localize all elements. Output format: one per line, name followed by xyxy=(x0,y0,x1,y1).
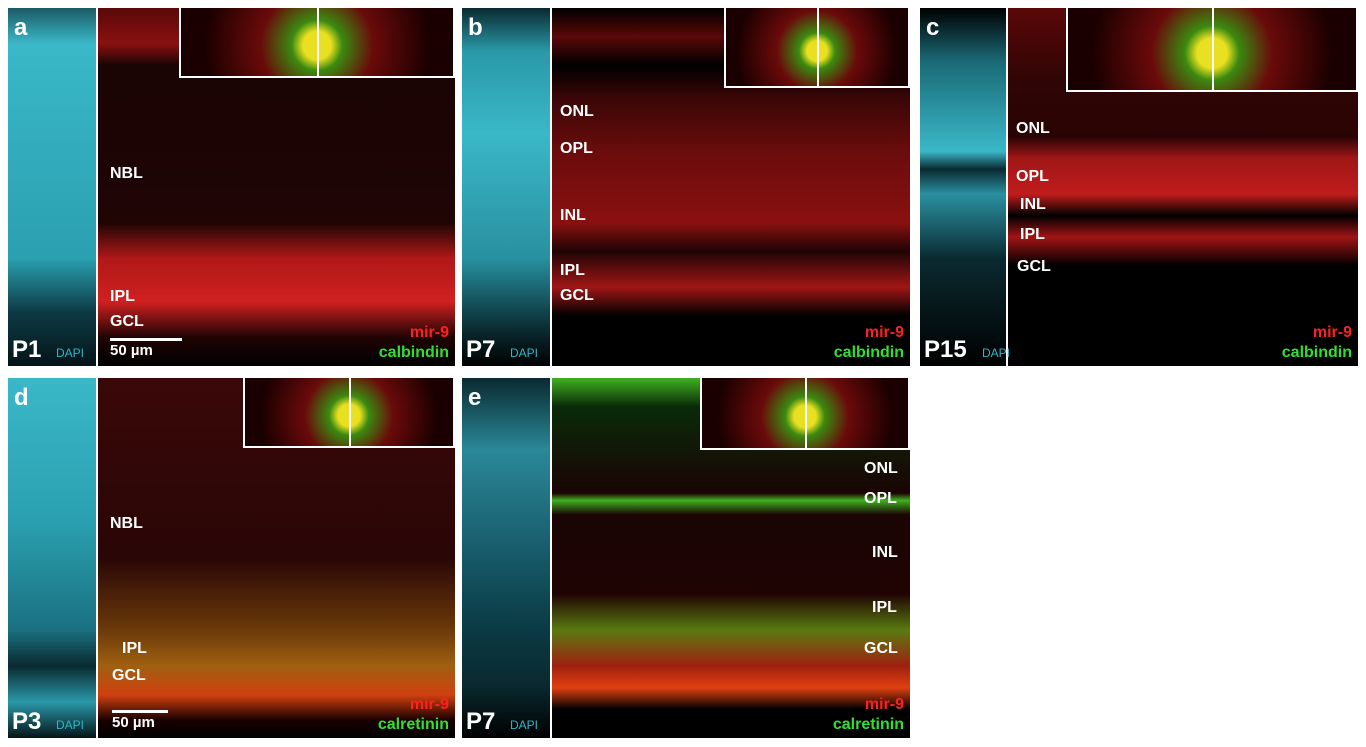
layer-label: GCL xyxy=(864,640,898,657)
inset-image xyxy=(724,8,910,88)
merged-image: NBL IPL GCL mir-9 calbindin 50 µm xyxy=(98,8,455,366)
layer-label: IPL xyxy=(110,288,135,305)
layer-label: OPL xyxy=(864,490,897,507)
dapi-label: DAPI xyxy=(982,346,1011,360)
inset-image xyxy=(179,8,455,78)
dapi-image xyxy=(462,8,552,366)
image-panel: NBL IPL GCL mir-9 calretinin 50 µm d P3 DAPI xyxy=(8,378,455,738)
panel-letter: a xyxy=(14,14,28,41)
inset-image xyxy=(1066,8,1358,92)
stain-label: mir-9 xyxy=(1312,324,1352,341)
stain-label: calbindin xyxy=(833,344,904,361)
merged-image: ONL OPL INL IPL GCL mir-9 calretinin xyxy=(552,378,910,738)
merged-image: NBL IPL GCL mir-9 calretinin 50 µm xyxy=(98,378,455,738)
inset-image xyxy=(243,378,455,448)
layer-label: ONL xyxy=(560,103,594,120)
layer-label: OPL xyxy=(560,140,593,157)
dapi-label: DAPI xyxy=(510,346,539,360)
panel-letter: d xyxy=(14,384,29,411)
image-panel: ONL OPL INL IPL GCL mir-9 calbindin c P15 DAPI xyxy=(920,8,1358,366)
inset-divider xyxy=(349,378,351,448)
age-label: P1 xyxy=(12,336,42,363)
image-panel: ONL OPL INL IPL GCL mir-9 calbindin b P7 DAPI xyxy=(462,8,910,366)
panel-letter: b xyxy=(468,14,483,41)
age-label: P7 xyxy=(466,708,496,735)
scale-bar xyxy=(110,338,182,341)
panel-letter: e xyxy=(468,384,482,411)
layer-label: INL xyxy=(1020,196,1046,213)
image-panel: NBL IPL GCL mir-9 calbindin 50 µm a P1 DAPI xyxy=(8,8,455,366)
layer-label: GCL xyxy=(112,667,146,684)
dapi-image xyxy=(8,378,98,738)
inset-divider xyxy=(317,8,319,78)
age-label: P7 xyxy=(466,336,496,363)
stain-label: mir-9 xyxy=(409,324,449,341)
inset-image xyxy=(700,378,910,450)
stain-label: mir-9 xyxy=(409,696,449,713)
stain-label: calretinin xyxy=(832,716,904,733)
inset-divider xyxy=(1212,8,1214,92)
dapi-image xyxy=(462,378,552,738)
dapi-image xyxy=(920,8,1008,366)
stain-label: mir-9 xyxy=(864,324,904,341)
layer-label: IPL xyxy=(122,640,147,657)
dapi-label: DAPI xyxy=(56,346,85,360)
layer-label: GCL xyxy=(560,287,594,304)
layer-label: GCL xyxy=(1017,258,1051,275)
inset-divider xyxy=(817,8,819,88)
layer-label: ONL xyxy=(864,460,898,477)
merged-image: ONL OPL INL IPL GCL mir-9 calbindin xyxy=(1008,8,1358,366)
dapi-label: DAPI xyxy=(56,718,85,732)
stain-label: calretinin xyxy=(377,716,449,733)
layer-label: IPL xyxy=(560,262,585,279)
layer-label: IPL xyxy=(872,599,897,616)
inset-divider xyxy=(805,378,807,450)
scale-label: 50 µm xyxy=(110,342,153,359)
merged-image: ONL OPL INL IPL GCL mir-9 calbindin xyxy=(552,8,910,366)
dapi-image xyxy=(8,8,98,366)
layer-label: INL xyxy=(872,544,898,561)
dapi-label: DAPI xyxy=(510,718,539,732)
age-label: P3 xyxy=(12,708,42,735)
layer-label: NBL xyxy=(110,515,143,532)
stain-label: calbindin xyxy=(1281,344,1352,361)
layer-label: GCL xyxy=(110,313,144,330)
stain-label: mir-9 xyxy=(864,696,904,713)
layer-label: NBL xyxy=(110,165,143,182)
stain-label: calbindin xyxy=(378,344,449,361)
scale-label: 50 µm xyxy=(112,714,155,731)
layer-label: INL xyxy=(560,207,586,224)
scale-bar xyxy=(112,710,168,713)
age-label: P15 xyxy=(924,336,967,363)
layer-label: IPL xyxy=(1020,226,1045,243)
image-panel: ONL OPL INL IPL GCL mir-9 calretinin e P7 DAPI xyxy=(462,378,910,738)
layer-label: OPL xyxy=(1016,168,1049,185)
layer-label: ONL xyxy=(1016,120,1050,137)
panel-letter: c xyxy=(926,14,940,41)
